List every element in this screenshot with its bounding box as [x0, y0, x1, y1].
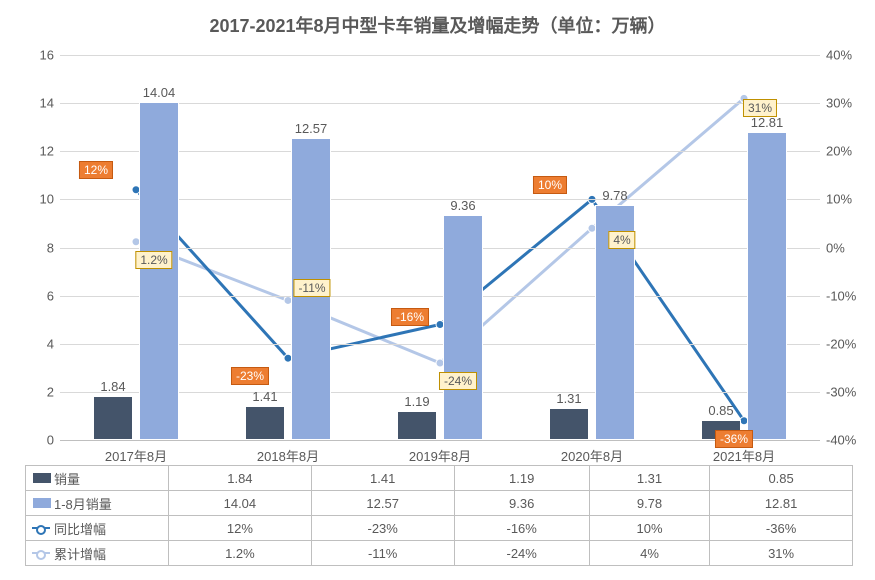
table-cell: 1.19	[454, 466, 589, 491]
table-cell: 1.2%	[169, 541, 312, 566]
bar-ytd-label: 9.36	[450, 198, 475, 213]
table-row-header: 销量	[26, 466, 169, 491]
plot-area: 0246810121416-40%-30%-20%-10%0%10%20%30%…	[60, 55, 820, 441]
chart-title: 2017-2021年8月中型卡车销量及增幅走势（单位：万辆）	[0, 12, 875, 38]
bar-sales	[93, 396, 133, 440]
y-right-tick: -30%	[826, 384, 856, 399]
table-cell: -24%	[454, 541, 589, 566]
table-row: 同比增幅 12%-23%-16%10%-36%	[26, 516, 853, 541]
legend-swatch	[32, 527, 50, 529]
y-right-tick: 40%	[826, 48, 852, 63]
table-row-header: 累计增幅	[26, 541, 169, 566]
table-cell: -16%	[454, 516, 589, 541]
bar-sales-label: 0.85	[708, 403, 733, 418]
table-row: 1-8月销量 14.0412.579.369.7812.81	[26, 491, 853, 516]
table-cell: 10%	[589, 516, 709, 541]
y-right-tick: 10%	[826, 192, 852, 207]
bar-ytd-label: 14.04	[143, 85, 176, 100]
y-left-tick: 10	[40, 192, 54, 207]
y-left-tick: 14	[40, 96, 54, 111]
legend-swatch	[32, 497, 52, 509]
y-left-tick: 6	[47, 288, 54, 303]
table-cell: -36%	[710, 516, 853, 541]
table-cell: 0.85	[710, 466, 853, 491]
data-table: 销量1.841.411.191.310.851-8月销量14.0412.579.…	[25, 465, 853, 566]
bar-ytd-label: 9.78	[602, 188, 627, 203]
line-label-cum: -11%	[293, 279, 330, 297]
line-label-yoy: -16%	[391, 308, 429, 326]
bar-sales	[397, 411, 437, 440]
bar-sales-label: 1.31	[556, 391, 581, 406]
bar-sales	[245, 406, 285, 440]
line-label-cum: 1.2%	[135, 251, 172, 269]
line-label-yoy: 12%	[79, 161, 113, 179]
line-label-cum: -24%	[439, 372, 477, 390]
y-right-tick: -20%	[826, 336, 856, 351]
bar-ytd	[139, 102, 179, 440]
line-label-cum: 31%	[743, 99, 777, 117]
y-left-tick: 12	[40, 144, 54, 159]
table-cell: 9.78	[589, 491, 709, 516]
bar-sales-label: 1.19	[404, 394, 429, 409]
table-cell: 31%	[710, 541, 853, 566]
table-cell: 12%	[169, 516, 312, 541]
y-left-tick: 4	[47, 336, 54, 351]
chart-container: 2017-2021年8月中型卡车销量及增幅走势（单位：万辆） 024681012…	[0, 0, 875, 580]
line-label-yoy: -36%	[715, 430, 753, 448]
y-right-tick: 30%	[826, 96, 852, 111]
y-left-tick: 0	[47, 433, 54, 448]
bar-sales-label: 1.84	[100, 379, 125, 394]
table-row: 累计增幅 1.2%-11%-24%4%31%	[26, 541, 853, 566]
line-label-cum: 4%	[608, 231, 635, 249]
table-cell: 14.04	[169, 491, 312, 516]
line-label-yoy: -23%	[231, 367, 269, 385]
table-row-header: 1-8月销量	[26, 491, 169, 516]
gridline	[60, 55, 820, 56]
bar-sales	[549, 408, 589, 440]
y-right-tick: 20%	[826, 144, 852, 159]
y-right-tick: -40%	[826, 433, 856, 448]
table-cell: 4%	[589, 541, 709, 566]
table-cell: 1.31	[589, 466, 709, 491]
table-row: 销量 1.841.411.191.310.85	[26, 466, 853, 491]
legend-label: 1-8月销量	[54, 497, 112, 512]
bar-sales-label: 1.41	[252, 389, 277, 404]
table-cell: 1.84	[169, 466, 312, 491]
y-right-tick: 0%	[826, 240, 845, 255]
legend-label: 累计增幅	[54, 547, 106, 562]
y-left-tick: 16	[40, 48, 54, 63]
line-label-yoy: 10%	[533, 176, 567, 194]
table-cell: -23%	[311, 516, 454, 541]
y-left-tick: 8	[47, 240, 54, 255]
legend-swatch	[32, 472, 52, 484]
legend-label: 销量	[54, 472, 80, 487]
table-cell: -11%	[311, 541, 454, 566]
x-tick: 2020年8月	[561, 446, 623, 465]
table-cell: 1.41	[311, 466, 454, 491]
x-tick: 2019年8月	[409, 446, 471, 465]
bar-ytd	[443, 215, 483, 440]
legend-swatch	[32, 552, 50, 554]
x-tick: 2018年8月	[257, 446, 319, 465]
x-tick: 2017年8月	[105, 446, 167, 465]
bar-ytd	[747, 132, 787, 440]
table-cell: 12.81	[710, 491, 853, 516]
table-cell: 12.57	[311, 491, 454, 516]
y-right-tick: -10%	[826, 288, 856, 303]
bar-ytd-label: 12.57	[295, 121, 328, 136]
x-tick: 2021年8月	[713, 446, 775, 465]
table-cell: 9.36	[454, 491, 589, 516]
legend-label: 同比增幅	[54, 522, 106, 537]
table-row-header: 同比增幅	[26, 516, 169, 541]
y-left-tick: 2	[47, 384, 54, 399]
